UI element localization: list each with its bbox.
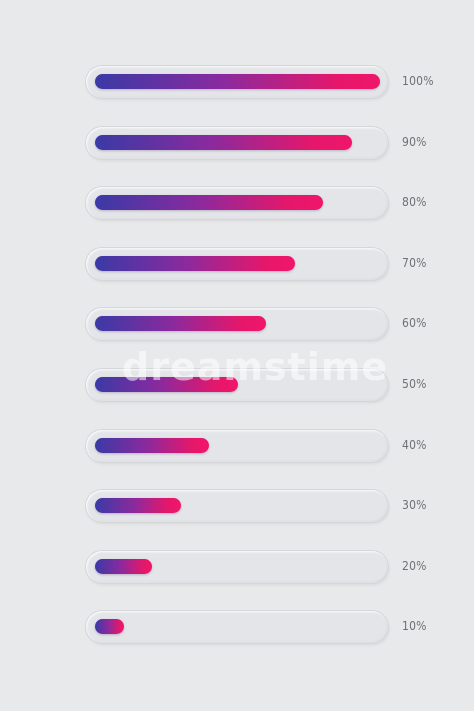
progress-track	[86, 187, 388, 219]
progress-track	[86, 308, 388, 340]
fill-area	[95, 316, 380, 331]
progress-row-50: 50%	[86, 369, 446, 401]
progress-fill	[95, 438, 209, 453]
fill-area	[95, 438, 380, 453]
percent-label: 40%	[402, 438, 427, 452]
progress-track	[86, 611, 388, 643]
progress-fill	[95, 135, 352, 150]
progress-fill	[95, 195, 323, 210]
progress-fill	[95, 256, 295, 271]
fill-area	[95, 377, 380, 392]
progress-track	[86, 369, 388, 401]
progress-row-60: 60%	[86, 308, 446, 340]
percent-label: 20%	[402, 559, 427, 573]
progress-fill	[95, 74, 380, 89]
progress-track	[86, 490, 388, 522]
fill-area	[95, 619, 380, 634]
progress-fill	[95, 559, 152, 574]
fill-area	[95, 135, 380, 150]
percent-label: 50%	[402, 377, 427, 391]
progress-fill	[95, 619, 124, 634]
progress-track	[86, 430, 388, 462]
fill-area	[95, 74, 380, 89]
progress-fill	[95, 316, 266, 331]
progress-track	[86, 248, 388, 280]
progress-row-20: 20%	[86, 551, 446, 583]
percent-label: 70%	[402, 256, 427, 270]
percent-label: 80%	[402, 195, 427, 209]
percent-label: 60%	[402, 316, 427, 330]
percent-label: 100%	[402, 74, 434, 88]
progress-track	[86, 66, 388, 98]
percent-label: 90%	[402, 135, 427, 149]
percent-label: 10%	[402, 619, 427, 633]
progress-row-70: 70%	[86, 248, 446, 280]
fill-area	[95, 498, 380, 513]
fill-area	[95, 256, 380, 271]
progress-row-90: 90%	[86, 127, 446, 159]
percent-label: 30%	[402, 498, 427, 512]
progress-row-100: 100%	[86, 66, 446, 98]
progress-row-10: 10%	[86, 611, 446, 643]
fill-area	[95, 559, 380, 574]
progress-fill	[95, 498, 181, 513]
progress-track	[86, 551, 388, 583]
progress-row-40: 40%	[86, 430, 446, 462]
progress-track	[86, 127, 388, 159]
fill-area	[95, 195, 380, 210]
progress-row-30: 30%	[86, 490, 446, 522]
progress-fill	[95, 377, 238, 392]
progress-row-80: 80%	[86, 187, 446, 219]
